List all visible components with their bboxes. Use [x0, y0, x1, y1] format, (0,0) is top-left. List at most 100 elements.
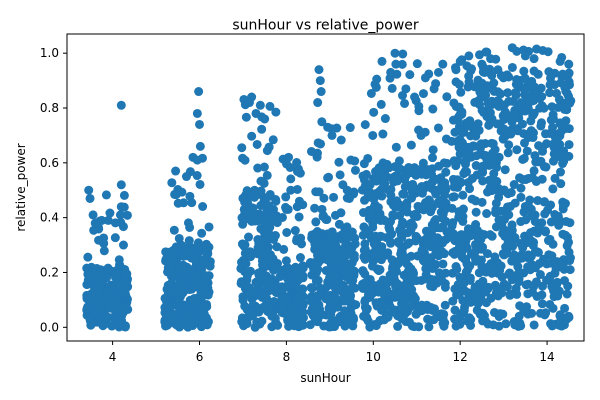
- data-point: [166, 302, 176, 312]
- data-point: [313, 264, 323, 274]
- data-point: [167, 178, 177, 188]
- data-point: [284, 152, 294, 162]
- data-point: [522, 146, 532, 156]
- data-point: [110, 269, 120, 279]
- data-point: [237, 213, 247, 223]
- data-point: [538, 281, 548, 291]
- data-point: [421, 234, 431, 244]
- data-point: [529, 66, 539, 76]
- data-point: [369, 107, 379, 117]
- data-point: [105, 208, 115, 218]
- data-point: [88, 210, 98, 220]
- data-point: [291, 281, 301, 291]
- data-point: [160, 308, 170, 318]
- data-point: [185, 265, 195, 275]
- data-point: [518, 243, 528, 253]
- data-point: [375, 297, 385, 307]
- data-point: [508, 241, 518, 251]
- data-point: [409, 210, 419, 220]
- data-point: [486, 54, 496, 64]
- data-point: [471, 256, 481, 266]
- data-point: [402, 202, 412, 212]
- data-point: [521, 280, 531, 290]
- data-point: [195, 141, 205, 151]
- data-point: [174, 233, 184, 243]
- data-point: [484, 282, 494, 292]
- data-point: [447, 203, 457, 213]
- data-point: [384, 222, 394, 232]
- data-point: [118, 240, 128, 250]
- x-axis-label: sunHour: [300, 371, 350, 385]
- data-point: [307, 283, 317, 293]
- data-point: [406, 222, 416, 232]
- chart-title: sunHour vs relative_power: [232, 18, 419, 34]
- data-point: [122, 210, 132, 220]
- data-point: [404, 282, 414, 292]
- data-point: [281, 204, 291, 214]
- data-point: [243, 314, 252, 324]
- data-point: [438, 213, 448, 223]
- data-point: [260, 218, 270, 228]
- data-point: [537, 174, 547, 184]
- data-point: [400, 98, 410, 108]
- data-point: [180, 309, 190, 319]
- data-point: [534, 259, 544, 269]
- data-point: [398, 49, 408, 59]
- data-point: [507, 256, 517, 266]
- data-point: [466, 131, 476, 141]
- data-point: [500, 165, 510, 175]
- data-point: [475, 141, 485, 151]
- data-point: [312, 227, 322, 237]
- data-point: [298, 307, 308, 317]
- data-point: [507, 43, 517, 53]
- data-point: [364, 285, 374, 295]
- data-point: [454, 212, 464, 222]
- data-point: [238, 239, 248, 249]
- data-point: [281, 292, 291, 302]
- data-point: [498, 134, 508, 144]
- data-point: [205, 261, 215, 271]
- data-point: [397, 233, 407, 243]
- data-point: [242, 271, 252, 281]
- data-point: [538, 45, 548, 55]
- data-point: [421, 198, 431, 208]
- data-point: [499, 124, 509, 134]
- data-point: [367, 261, 377, 271]
- data-point: [321, 294, 331, 304]
- data-point: [254, 281, 264, 291]
- data-point: [94, 235, 104, 245]
- data-point: [359, 175, 369, 185]
- data-point: [381, 173, 391, 183]
- data-point: [375, 279, 385, 289]
- data-point: [499, 250, 509, 260]
- data-point: [379, 248, 389, 258]
- data-point: [310, 314, 320, 324]
- data-point: [110, 233, 120, 243]
- data-point: [366, 88, 376, 98]
- data-point: [426, 253, 436, 263]
- data-point: [496, 89, 506, 99]
- data-point: [333, 302, 343, 312]
- data-point: [496, 261, 506, 271]
- data-point: [428, 153, 438, 163]
- data-point: [338, 267, 348, 277]
- data-point: [391, 142, 401, 152]
- data-point: [349, 253, 359, 263]
- data-point: [430, 304, 440, 314]
- data-point: [185, 191, 195, 201]
- data-point: [405, 317, 415, 327]
- data-point: [103, 312, 113, 322]
- data-point: [371, 82, 381, 92]
- data-point: [536, 121, 546, 131]
- data-point: [509, 180, 519, 190]
- data-point: [379, 315, 389, 325]
- data-point: [86, 320, 96, 330]
- data-point: [259, 226, 269, 236]
- data-point: [451, 177, 461, 187]
- data-point: [286, 185, 296, 195]
- data-point: [271, 107, 281, 117]
- data-point: [482, 209, 492, 219]
- data-point: [417, 181, 427, 191]
- data-point: [373, 166, 383, 176]
- data-point: [277, 284, 287, 294]
